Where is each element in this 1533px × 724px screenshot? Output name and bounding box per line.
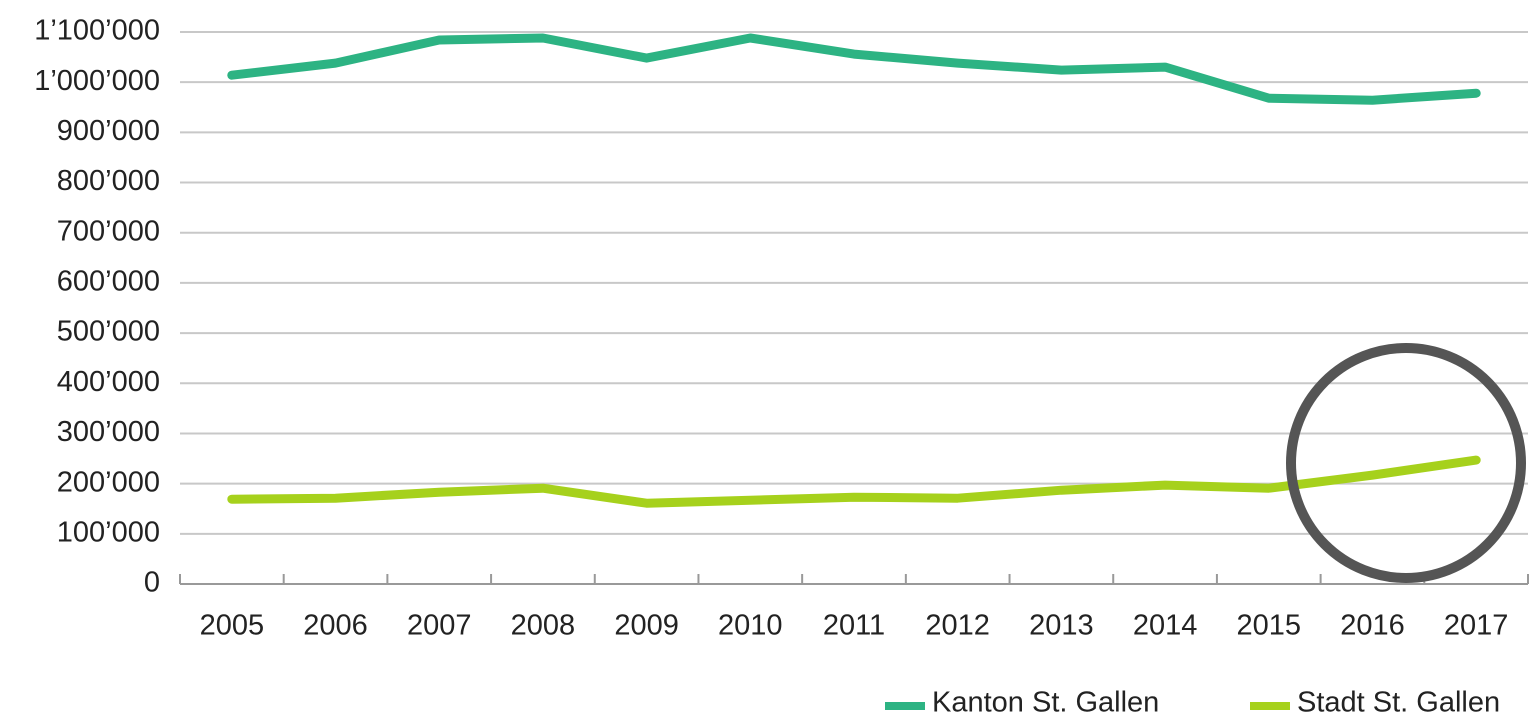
x-tick-label: 2014 — [1133, 610, 1198, 642]
x-tick-label: 2009 — [614, 610, 679, 642]
x-tick-label: 2005 — [200, 610, 265, 642]
x-tick-label: 2012 — [925, 610, 990, 642]
x-tick-label: 2015 — [1237, 610, 1302, 642]
y-tick-label: 100’000 — [57, 516, 160, 548]
series-line — [227, 455, 1481, 508]
y-tick-label: 500’000 — [57, 316, 160, 348]
legend-label: Stadt St. Gallen — [1297, 687, 1500, 719]
y-tick-label: 400’000 — [57, 366, 160, 398]
x-tick-label: 2013 — [1029, 610, 1094, 642]
y-tick-label: 900’000 — [57, 115, 160, 147]
y-tick-label: 1’000’000 — [34, 65, 160, 97]
x-tick-label: 2007 — [407, 610, 472, 642]
y-tick-label: 600’000 — [57, 266, 160, 298]
x-tick-label: 2006 — [303, 610, 368, 642]
x-tick-label: 2010 — [718, 610, 783, 642]
legend-label: Kanton St. Gallen — [932, 687, 1159, 719]
plot-area: 0 100’000 200’000 300’000 400’000 500’000 600’… — [34, 15, 1529, 642]
x-tick-label: 2008 — [511, 610, 576, 642]
x-tick-label: 2016 — [1340, 610, 1405, 642]
y-tick-label: 0 — [144, 567, 160, 599]
x-tick-label: 2011 — [823, 610, 885, 642]
x-tick-label: 2017 — [1444, 610, 1509, 642]
highlight-circle — [1286, 343, 1526, 583]
y-tick-label: 1’100’000 — [34, 15, 160, 47]
y-tick-label: 200’000 — [57, 466, 160, 498]
series-line — [227, 33, 1481, 105]
y-tick-label: 700’000 — [57, 215, 160, 247]
y-tick-label: 800’000 — [57, 165, 160, 197]
y-tick-label: 300’000 — [57, 416, 160, 448]
